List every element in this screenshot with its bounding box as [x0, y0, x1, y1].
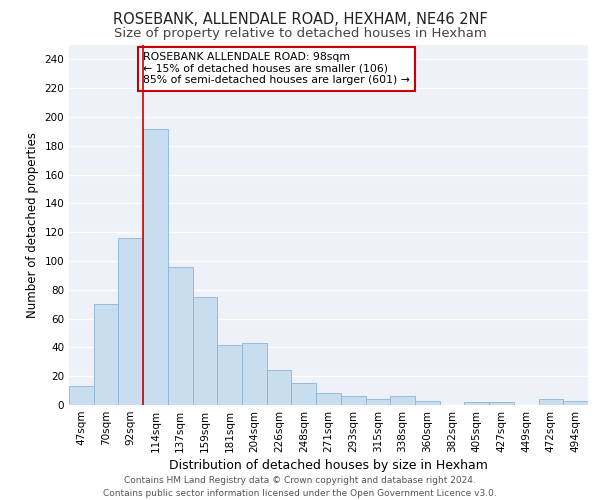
Text: ROSEBANK ALLENDALE ROAD: 98sqm
← 15% of detached houses are smaller (106)
85% of: ROSEBANK ALLENDALE ROAD: 98sqm ← 15% of …: [143, 52, 410, 86]
Text: ROSEBANK, ALLENDALE ROAD, HEXHAM, NE46 2NF: ROSEBANK, ALLENDALE ROAD, HEXHAM, NE46 2…: [113, 12, 487, 28]
Text: Contains HM Land Registry data © Crown copyright and database right 2024.
Contai: Contains HM Land Registry data © Crown c…: [103, 476, 497, 498]
Text: Size of property relative to detached houses in Hexham: Size of property relative to detached ho…: [113, 28, 487, 40]
Bar: [168, 267, 193, 405]
Bar: [365, 399, 390, 405]
X-axis label: Distribution of detached houses by size in Hexham: Distribution of detached houses by size …: [169, 459, 488, 472]
Bar: [316, 394, 341, 405]
Bar: [217, 344, 242, 405]
Bar: [118, 238, 143, 405]
Bar: [69, 386, 94, 405]
Bar: [390, 396, 415, 405]
Bar: [292, 384, 316, 405]
Bar: [94, 304, 118, 405]
Bar: [341, 396, 365, 405]
Bar: [415, 400, 440, 405]
Bar: [539, 399, 563, 405]
Bar: [464, 402, 489, 405]
Bar: [267, 370, 292, 405]
Bar: [193, 297, 217, 405]
Bar: [489, 402, 514, 405]
Bar: [242, 343, 267, 405]
Bar: [143, 128, 168, 405]
Y-axis label: Number of detached properties: Number of detached properties: [26, 132, 39, 318]
Bar: [563, 400, 588, 405]
